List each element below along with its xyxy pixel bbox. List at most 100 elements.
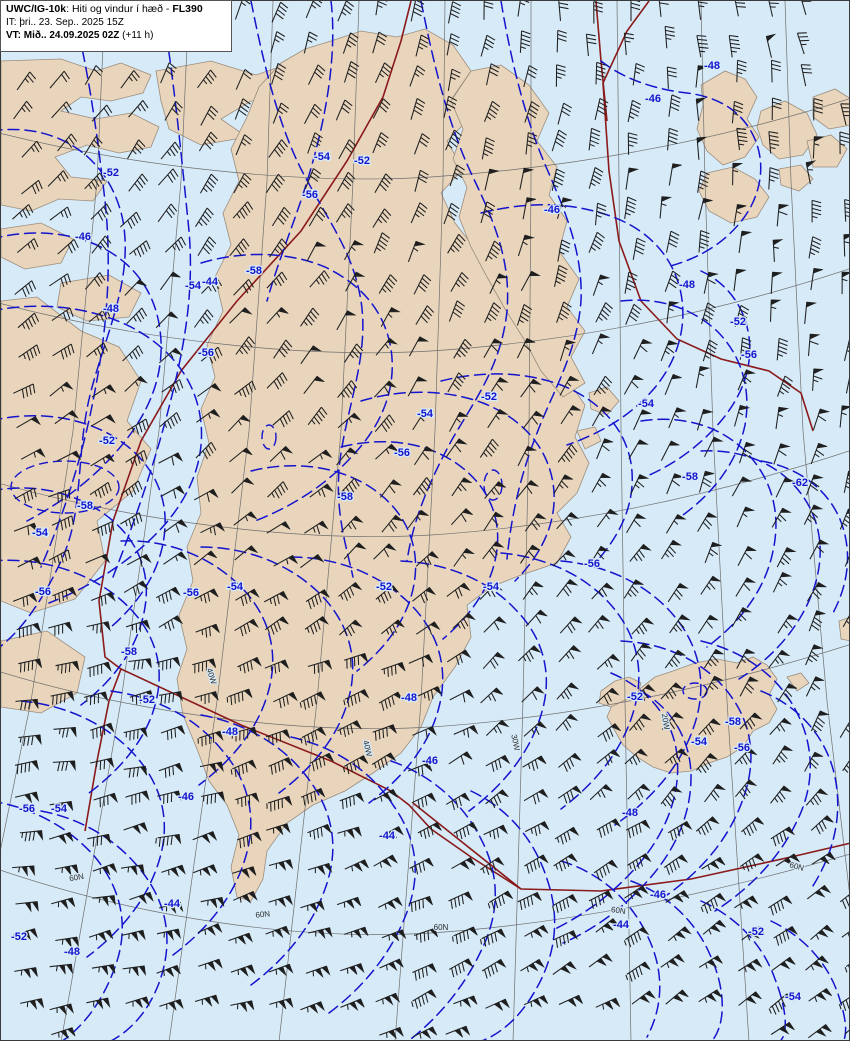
wind-barb	[304, 168, 322, 190]
wind-barb	[739, 441, 755, 464]
isotherm-label-layer: -48-46-54 -52-52-56-46-46-58-54-48-48-44-…	[10, 59, 810, 1005]
wind-barb	[808, 1024, 832, 1039]
wind-barb	[17, 556, 43, 570]
wind-barb	[48, 621, 73, 636]
wind-barb	[266, 521, 291, 534]
isotherm-label: -54	[417, 408, 434, 420]
isotherm-label: -52	[103, 167, 119, 179]
wind-barb	[669, 614, 691, 634]
wind-barb	[344, 240, 365, 261]
isotherm-label: -44	[202, 276, 219, 288]
wind-barb	[159, 271, 181, 291]
wind-barb	[128, 173, 149, 192]
wind-barb	[411, 989, 437, 1009]
wind-barb	[379, 958, 404, 972]
wind-barb	[129, 891, 154, 905]
wind-barb	[49, 273, 71, 288]
wind-barb	[235, 336, 256, 355]
wind-barb	[736, 506, 756, 528]
wind-barb	[122, 345, 144, 362]
wind-barb	[193, 309, 214, 328]
wind-barb	[800, 64, 813, 87]
fir-boundary-sondre	[84, 668, 122, 832]
wind-barb	[585, 33, 597, 57]
wind-barb	[805, 644, 824, 666]
wind-barb	[15, 698, 39, 711]
wind-barb	[235, 134, 253, 156]
wind-barb	[230, 759, 257, 778]
wind-barb	[343, 689, 370, 708]
land-svalbard-ne	[812, 88, 849, 130]
wind-barb	[235, 588, 260, 607]
meridian-10e	[784, 1, 849, 892]
wind-barb	[451, 477, 472, 497]
wind-barb	[51, 1027, 76, 1039]
wind-barb	[664, 374, 682, 395]
wind-barb	[300, 554, 325, 569]
wind-barb	[159, 412, 182, 429]
wind-barb	[16, 622, 42, 639]
wind-barb	[91, 521, 115, 536]
wind-barb	[520, 958, 545, 973]
wind-barb	[192, 831, 218, 844]
wind-barb	[737, 545, 757, 567]
wind-barb	[381, 662, 406, 677]
wind-barb	[448, 958, 474, 978]
wind-barb	[630, 642, 653, 662]
wind-barb	[483, 616, 507, 633]
wind-barb	[485, 998, 510, 1011]
wind-barb	[842, 760, 849, 773]
wind-barb	[372, 724, 397, 741]
wind-barb	[300, 345, 322, 365]
wind-barb	[487, 408, 509, 429]
isotherm-label: -56	[741, 349, 757, 361]
wind-barb	[741, 926, 765, 941]
wind-barb	[558, 645, 582, 663]
wind-barb	[265, 729, 291, 745]
wind-barb	[197, 923, 223, 936]
wind-barb	[805, 676, 825, 697]
wind-barb	[666, 473, 684, 495]
wind-barb	[197, 383, 222, 397]
isotherm-label: -52	[139, 694, 155, 706]
it-value: þri.. 23. Sep.. 2025 15Z	[19, 17, 124, 28]
wind-barb	[123, 580, 149, 597]
wind-barb	[519, 30, 531, 53]
title-separator: :	[66, 3, 72, 15]
wind-barb	[768, 649, 791, 669]
isotherm-label: -54	[638, 398, 655, 410]
wind-barb	[449, 689, 475, 703]
wind-barb	[629, 543, 652, 562]
isotherm-label: -58	[725, 716, 741, 728]
isotherm-label: -54	[691, 736, 708, 748]
wind-barb	[632, 63, 645, 86]
wind-barb	[197, 730, 224, 747]
wind-barb	[734, 895, 759, 910]
wind-barb	[303, 375, 325, 395]
wind-barb	[595, 687, 620, 705]
land-svalbard-south	[698, 166, 770, 224]
wind-barb	[769, 717, 792, 735]
vt-label: VT:	[6, 30, 24, 41]
isotherm-label: -46	[75, 231, 91, 243]
wind-barb	[375, 584, 400, 604]
meridian-60w	[60, 1, 190, 1040]
wind-barb	[558, 1, 569, 21]
wind-barb	[414, 169, 429, 192]
wind-barb	[194, 588, 219, 604]
wind-barb	[232, 866, 257, 879]
wind-barb	[737, 369, 756, 391]
wind-barb-layer	[12, 1, 849, 1040]
wind-barb	[667, 582, 689, 603]
wind-barb	[697, 512, 717, 532]
fir-boundary-south	[412, 802, 522, 890]
chart-title-line: UWC/IG-10k: Hiti og vindur í hæð - FL390	[6, 3, 227, 16]
wind-barb	[127, 139, 146, 160]
wind-barb	[697, 614, 719, 634]
wind-barb	[49, 963, 74, 975]
wind-barb	[523, 995, 549, 1008]
wind-barb	[378, 691, 404, 711]
isotherm-label: -58	[121, 646, 137, 658]
